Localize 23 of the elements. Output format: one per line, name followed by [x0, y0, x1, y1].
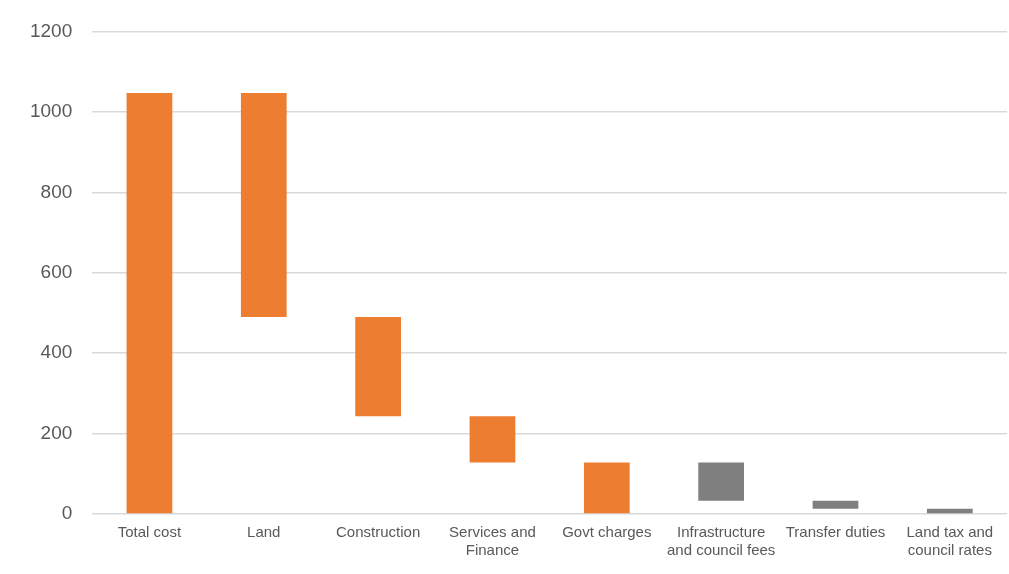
bar: [126, 92, 173, 514]
x-tick-label: Construction: [336, 523, 421, 541]
bar: [926, 508, 973, 514]
y-tick-label: 0: [61, 502, 73, 524]
y-tick-label: 400: [40, 341, 73, 363]
x-tick-label: Land tax and council rates: [906, 523, 994, 559]
y-tick-label: 1200: [29, 19, 73, 41]
x-tick-label: Land: [247, 523, 281, 541]
x-tick-label: Infrastructure and council fees: [666, 523, 776, 559]
bar: [583, 462, 630, 514]
y-tick-label: 600: [40, 260, 73, 282]
x-tick-label: Govt charges: [562, 523, 652, 541]
y-tick-label: 1000: [29, 100, 73, 122]
x-tick-label: Services and Finance: [449, 523, 536, 559]
bar: [698, 462, 745, 501]
y-tick-label: 800: [40, 180, 73, 202]
bar: [240, 92, 287, 317]
x-tick-label: Transfer duties: [785, 523, 886, 541]
y-tick-label: 200: [40, 421, 73, 443]
bar: [469, 416, 516, 463]
x-tick-label: Total cost: [117, 523, 182, 541]
bar: [355, 316, 401, 417]
bar: [812, 500, 859, 509]
